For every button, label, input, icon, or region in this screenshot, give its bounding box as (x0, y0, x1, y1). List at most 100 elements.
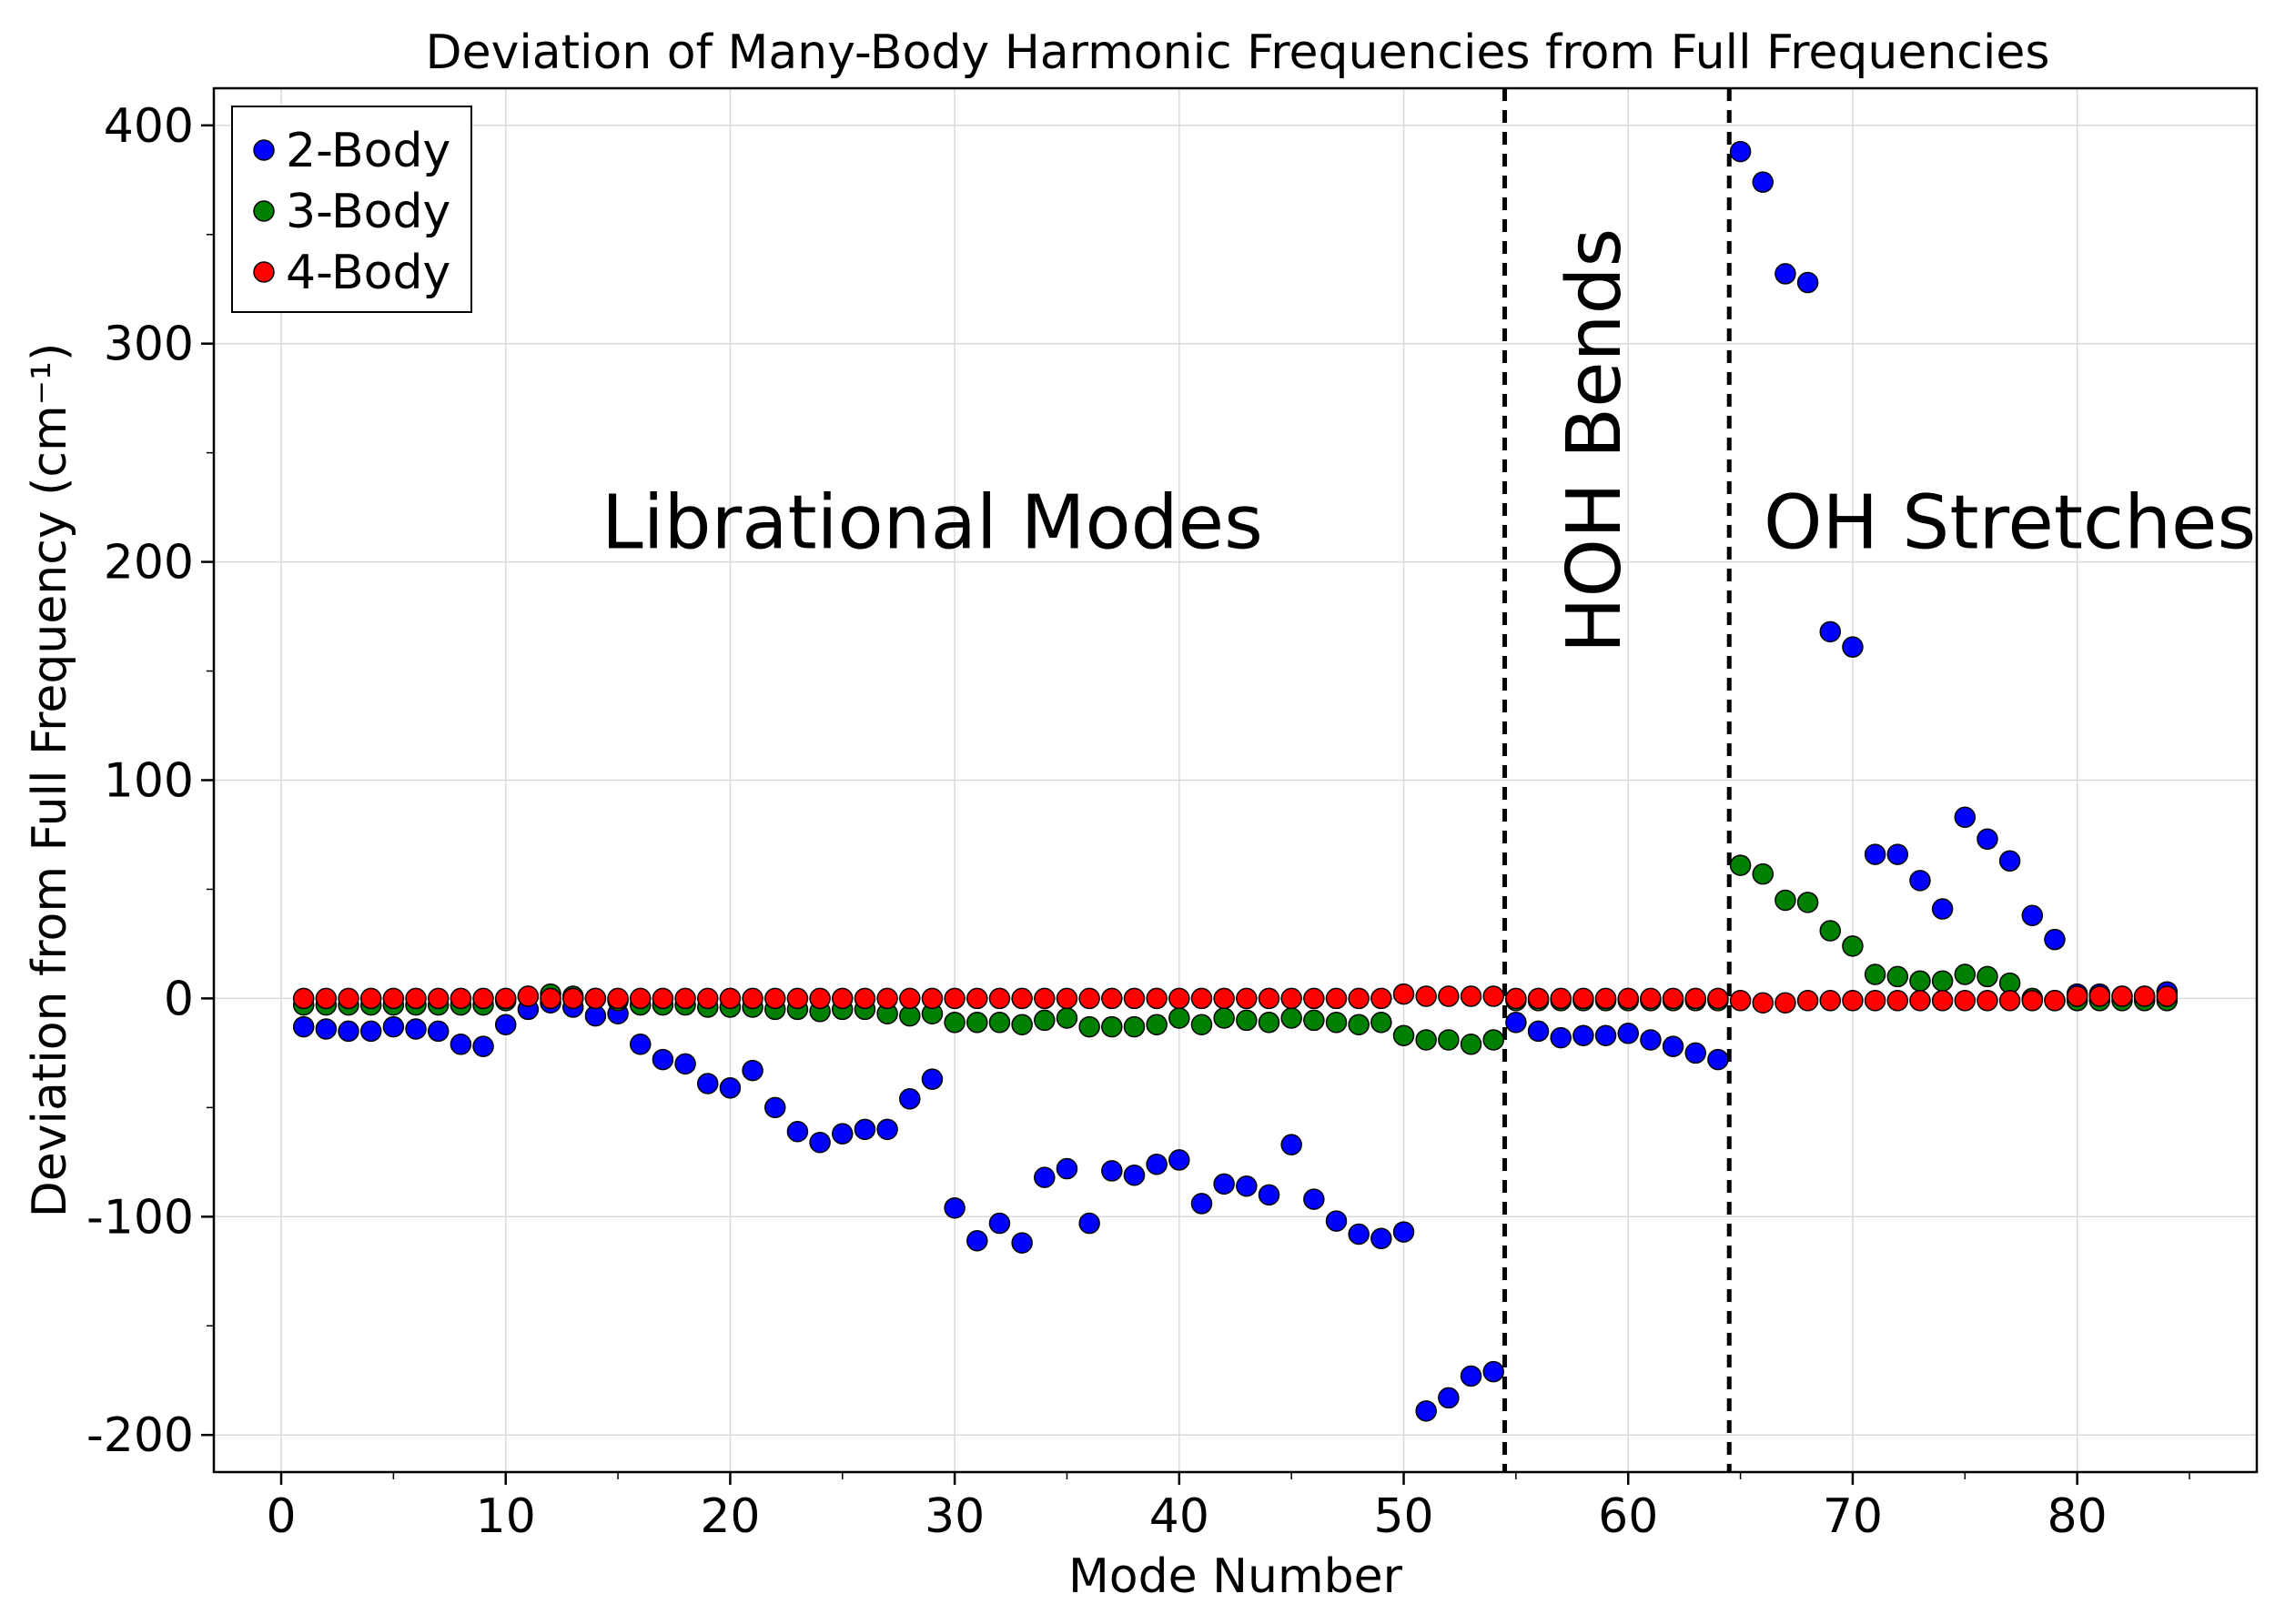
data-point (382, 1015, 405, 1038)
data-point (1415, 1029, 1437, 1051)
data-point (1594, 987, 1617, 1010)
data-point (1864, 843, 1886, 865)
data-point (1909, 870, 1931, 892)
data-point (1774, 889, 1796, 912)
data-point (988, 987, 1011, 1010)
data-point (584, 987, 607, 1010)
data-point (315, 987, 338, 1010)
x-tick-label: 30 (925, 1489, 985, 1544)
data-point (607, 987, 629, 1010)
y-tick-label: 300 (104, 318, 194, 372)
data-point (1594, 1024, 1617, 1046)
data-point (2088, 985, 2111, 1007)
data-point (1236, 987, 1258, 1010)
data-point (405, 987, 427, 1010)
data-point (359, 1020, 382, 1043)
data-point (742, 1059, 763, 1082)
data-point (338, 1020, 359, 1043)
data-point (494, 1014, 517, 1035)
data-point (292, 987, 315, 1010)
data-point (1280, 987, 1302, 1010)
data-point (1640, 1029, 1662, 1051)
data-point (338, 987, 359, 1010)
region-annotations: Librational Modes HOH Bends OH Stretches (602, 228, 2256, 653)
legend: 2-Body 3-Body 4-Body (231, 106, 472, 313)
data-point (382, 987, 405, 1010)
data-point (1303, 987, 1325, 1010)
data-point (540, 987, 561, 1010)
data-point (1078, 1212, 1100, 1235)
data-point (1954, 990, 1977, 1012)
data-point (1886, 843, 1909, 865)
data-point (1348, 1223, 1370, 1246)
data-point (966, 1012, 988, 1034)
data-point (1034, 1166, 1056, 1188)
data-point (1056, 987, 1078, 1010)
data-point (876, 1118, 898, 1141)
data-point (2156, 985, 2179, 1007)
data-point (1729, 854, 1752, 876)
data-point (1684, 987, 1706, 1010)
data-point (1505, 987, 1527, 1010)
data-point (1482, 1029, 1504, 1051)
data-point (1909, 990, 1931, 1012)
data-point (696, 1073, 719, 1094)
data-point (1370, 1227, 1392, 1250)
data-point (1325, 1210, 1348, 1232)
data-point (719, 987, 742, 1010)
data-point (1752, 171, 1774, 193)
data-point (1931, 990, 1954, 1012)
data-point (1258, 1184, 1280, 1206)
data-point (1078, 987, 1100, 1010)
data-point (1842, 990, 1864, 1012)
data-point (2066, 985, 2088, 1007)
data-point (517, 985, 540, 1007)
data-point (1034, 1009, 1056, 1032)
data-point (2021, 990, 2044, 1012)
data-point (1236, 1009, 1258, 1032)
data-point (921, 1068, 944, 1090)
data-point (966, 987, 988, 1010)
data-point (1168, 1007, 1190, 1029)
data-point (1886, 990, 1909, 1012)
x-tick-label: 10 (476, 1489, 536, 1544)
data-point (1482, 1360, 1504, 1383)
data-point (1977, 965, 1998, 988)
data-point (1168, 1149, 1190, 1171)
data-point (1303, 1188, 1325, 1210)
data-point (1392, 1024, 1415, 1046)
region-dividers (1502, 88, 1732, 1472)
data-point (832, 987, 854, 1010)
x-tick-label: 50 (1373, 1489, 1433, 1544)
data-point (1931, 898, 1954, 920)
data-point (1011, 1014, 1033, 1035)
data-point (2021, 904, 2044, 926)
y-axis-label: Deviation from Full Frequency (cm⁻¹) (23, 343, 77, 1218)
data-point (1527, 987, 1550, 1010)
data-point (2111, 985, 2133, 1007)
data-point (1460, 985, 1482, 1007)
data-point (764, 1096, 786, 1119)
data-point (1550, 987, 1572, 1010)
legend-marker (253, 139, 275, 161)
x-tick-label: 60 (1598, 1489, 1658, 1544)
y-tick-label: 200 (104, 536, 194, 590)
data-point (1213, 1007, 1235, 1029)
data-point (1998, 850, 2021, 873)
data-point (1415, 1400, 1437, 1422)
data-point (1931, 970, 1954, 992)
grid (214, 88, 2257, 1472)
chart-title: Deviation of Many-Body Harmonic Frequenc… (426, 25, 2050, 80)
data-point (427, 987, 450, 1010)
data-point (966, 1229, 988, 1252)
data-point (1662, 987, 1684, 1010)
data-point (944, 1012, 966, 1034)
data-point (1505, 1012, 1527, 1034)
data-point (427, 1020, 450, 1043)
series-2-body (292, 140, 2179, 1422)
data-point (1190, 1014, 1213, 1035)
legend-label: 3-Body (286, 185, 450, 239)
y-tick-label: 0 (164, 972, 194, 1026)
data-point (1325, 987, 1348, 1010)
data-point (1774, 263, 1796, 285)
